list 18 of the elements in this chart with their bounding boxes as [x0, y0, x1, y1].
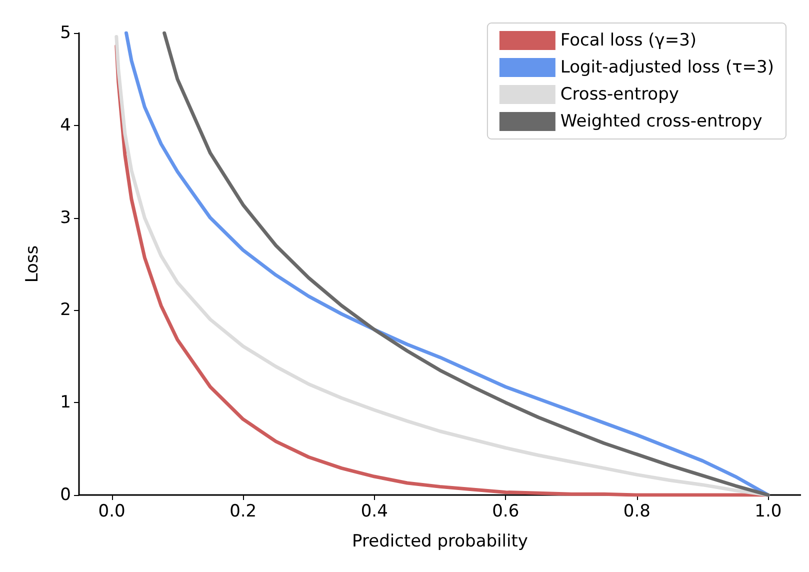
y-tick-label: 3 — [60, 208, 71, 228]
x-tick-label: 0.2 — [230, 502, 257, 522]
y-tick-label: 2 — [60, 300, 71, 320]
legend-label: Cross-entropy — [560, 84, 679, 104]
x-tick-label: 0.8 — [623, 502, 650, 522]
x-tick-label: 0.6 — [492, 502, 520, 522]
x-tick-label: 1.0 — [754, 502, 782, 522]
x-axis-title: Predicted probability — [352, 532, 528, 552]
x-tick-label: 0.0 — [98, 502, 126, 522]
legend-label: Focal loss (γ=3) — [560, 30, 697, 50]
legend-label: Weighted cross-entropy — [560, 112, 762, 132]
y-axis-title: Loss — [22, 245, 42, 283]
y-tick-label: 0 — [60, 485, 71, 505]
legend-label: Logit-adjusted loss (τ=3) — [560, 58, 774, 78]
y-tick-label: 4 — [60, 115, 71, 136]
x-tick-label: 0.4 — [360, 502, 388, 522]
y-tick-label: 1 — [60, 392, 71, 413]
y-tick-label: 5 — [60, 23, 71, 43]
